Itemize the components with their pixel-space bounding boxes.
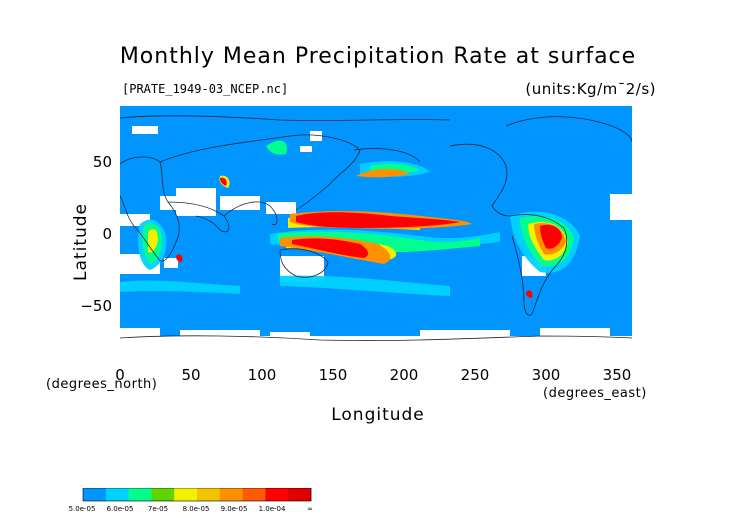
band-red [176, 177, 562, 298]
file-label: [PRATE_1949-03_NCEP.nc] [122, 82, 289, 96]
legend-band [265, 488, 289, 501]
x-axis-label: Longitude [331, 405, 425, 425]
x-tick-0: 0 [115, 366, 125, 384]
legend-band [128, 488, 152, 501]
legend-label-4: 8.0e-05 [182, 505, 210, 513]
legend-band [83, 488, 107, 501]
x-axis-units: (degrees_east) [543, 386, 647, 401]
y-axis-label: Latitude [70, 203, 91, 281]
coastlines [120, 115, 632, 341]
legend-band [197, 488, 221, 501]
x-tick-50: 50 [181, 366, 201, 384]
x-tick-250: 250 [460, 366, 490, 384]
y-axis-units: (degrees_north) [46, 377, 158, 392]
legend-band [288, 488, 312, 501]
x-tick-200: 200 [389, 366, 419, 384]
legend-band [105, 488, 129, 501]
x-tick-150: 150 [318, 366, 348, 384]
y-tick-0: 0 [102, 225, 112, 243]
color-legend [82, 488, 312, 502]
legend-band [219, 488, 243, 501]
legend-label-2: 6.0e-05 [106, 505, 134, 513]
x-tick-300: 300 [531, 366, 561, 384]
precipitation-map [120, 106, 632, 362]
x-tick-350: 350 [602, 366, 632, 384]
map-title: Monthly Mean Precipitation Rate at surfa… [119, 44, 637, 69]
y-tick-minus50: −50 [80, 297, 112, 315]
units-label: (units:Kg/m¯2/s) [525, 80, 656, 98]
legend-frame [82, 488, 312, 502]
legend-band [242, 488, 266, 501]
legend-label-3: 7e-05 [147, 505, 169, 513]
legend-label-1: 5.0e-05 [68, 505, 96, 513]
legend-label-5: 9.0e-05 [220, 505, 248, 513]
x-tick-100: 100 [247, 366, 277, 384]
legend-label-6: 1.0e-04 [258, 505, 286, 513]
legend-band [174, 488, 198, 501]
legend-label-7: ∞ [307, 505, 313, 513]
y-tick-50: 50 [92, 153, 112, 171]
legend-band [151, 488, 175, 501]
